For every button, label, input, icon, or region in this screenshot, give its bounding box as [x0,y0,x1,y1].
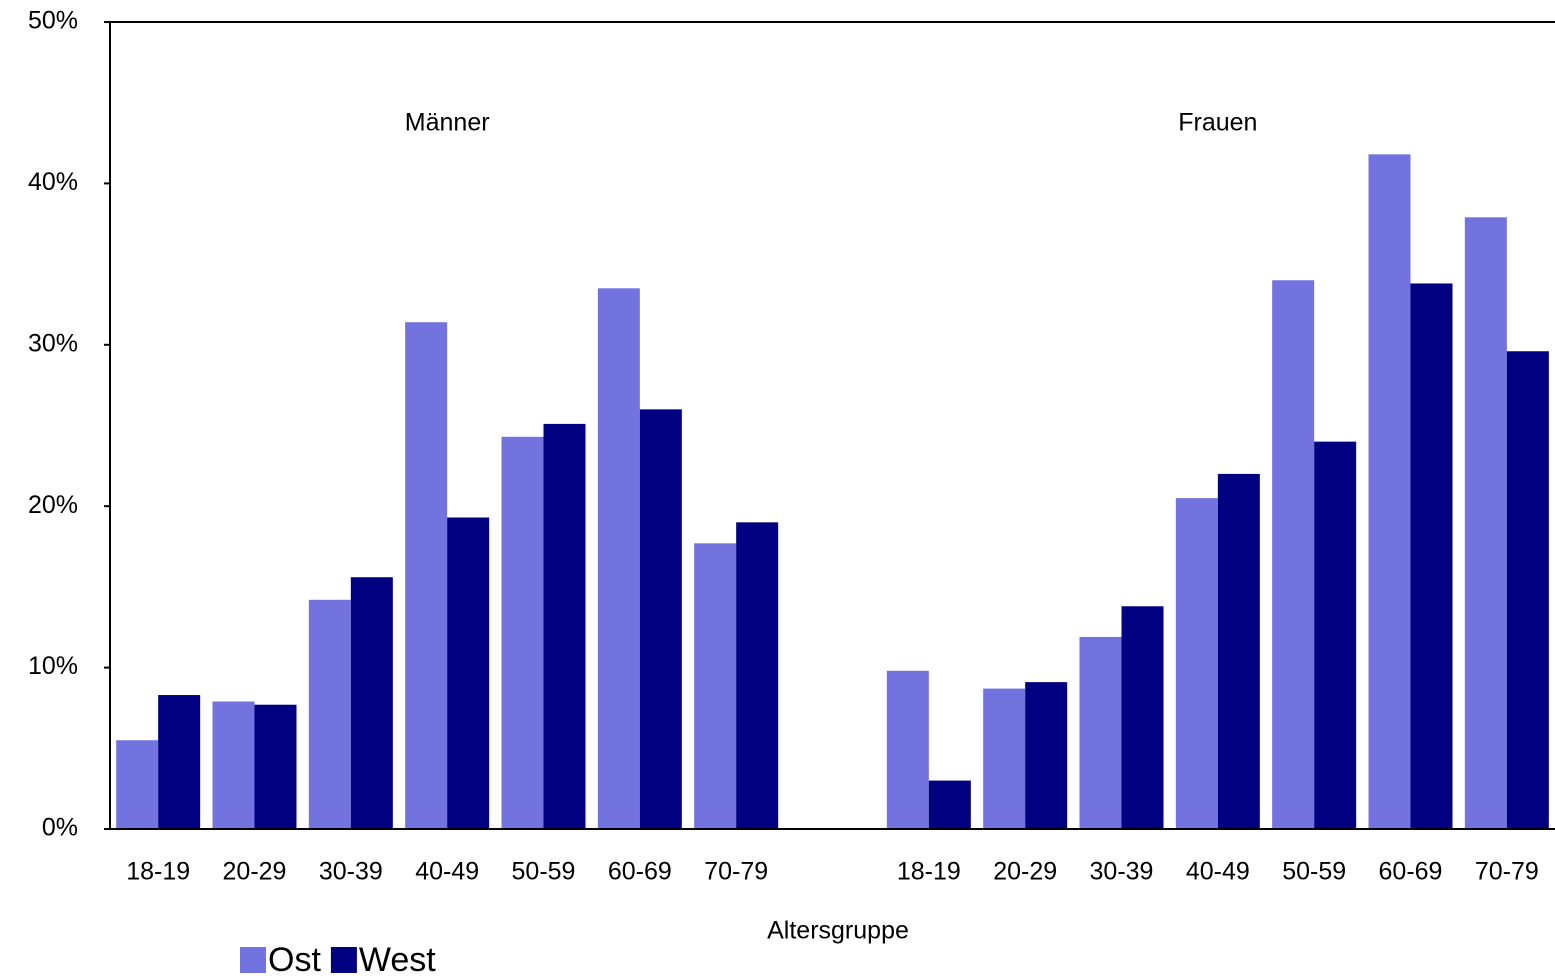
bar [158,695,201,829]
x-tick-label: 20-29 [223,858,287,886]
bar [694,543,737,829]
legend-swatch [330,947,357,973]
legend-label: West [359,941,436,979]
bar [1314,441,1357,829]
bar [308,599,351,829]
y-tick-label: 30% [28,329,78,357]
x-tick-label: 70-79 [704,858,768,886]
bar [350,577,393,829]
y-tick-label: 0% [42,814,78,842]
bar [639,409,682,829]
x-tick-label: 18-19 [897,858,961,886]
x-tick-label: 20-29 [993,858,1057,886]
x-tick-label: 40-49 [1186,858,1250,886]
y-tick-label: 40% [28,168,78,196]
bar [1175,498,1218,829]
legend-label: Ost [268,941,321,979]
bar [501,436,544,829]
annotation: Frauen [1178,109,1257,137]
bar [736,522,779,829]
bar [1217,473,1260,829]
bar [254,704,297,829]
x-tick-label: 60-69 [608,858,672,886]
bar [597,288,640,829]
x-tick-label: 50-59 [512,858,576,886]
x-tick-label: 60-69 [1379,858,1443,886]
annotation: Männer [405,109,490,137]
x-tick-label: 50-59 [1282,858,1346,886]
legend-swatch [240,947,266,973]
bar [447,517,490,829]
y-tick-label: 10% [28,652,78,680]
bar [1079,636,1122,829]
bar [1464,217,1507,829]
y-tick-label: 50% [28,7,78,35]
bar [1506,351,1549,829]
x-tick-label: 30-39 [319,858,383,886]
x-axis-label: Altersgruppe [767,917,909,945]
bar [1272,280,1315,829]
bar [928,780,971,829]
bar [543,423,586,829]
bar [1121,606,1164,829]
x-tick-label: 30-39 [1090,858,1154,886]
bar [212,701,255,829]
y-tick-label: 20% [28,491,78,519]
bar [1025,682,1068,829]
x-tick-label: 40-49 [415,858,479,886]
bar [1368,154,1411,829]
bar [116,740,159,829]
bar [983,688,1026,829]
x-tick-label: 18-19 [126,858,190,886]
bar [886,670,929,829]
x-tick-label: 70-79 [1475,858,1539,886]
bar [1410,283,1453,829]
bar [405,322,448,829]
